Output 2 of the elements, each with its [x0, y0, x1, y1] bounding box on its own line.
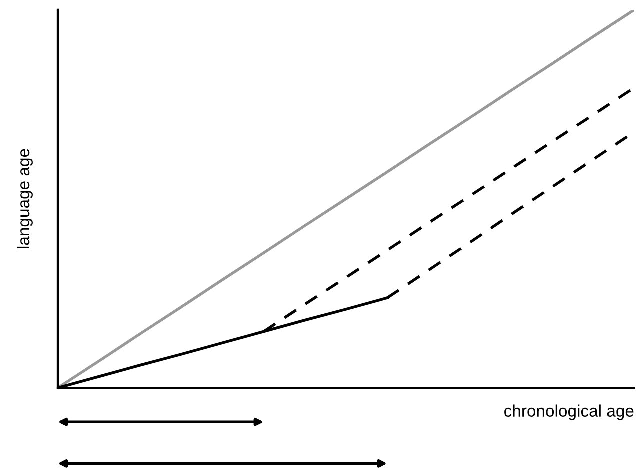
y-axis-title: language age: [17, 149, 33, 248]
x-axis-title: chronological age: [504, 404, 634, 420]
